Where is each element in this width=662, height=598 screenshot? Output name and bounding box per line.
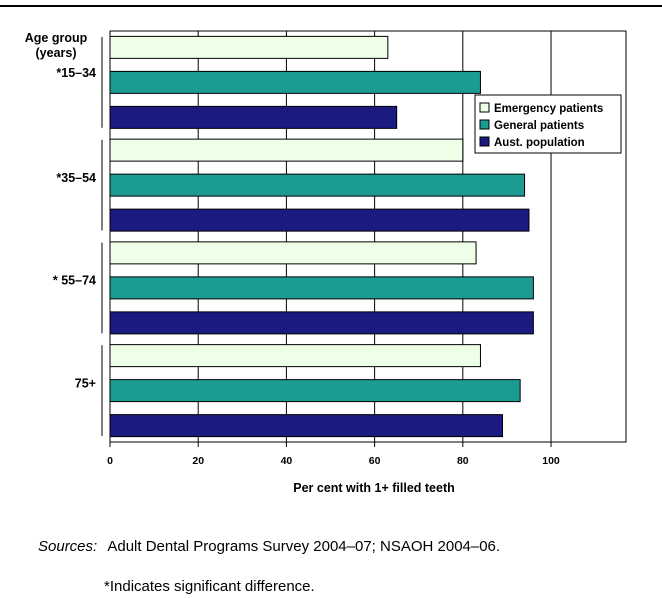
legend-swatch (479, 136, 490, 147)
plot-frame (109, 30, 627, 443)
top-rule (0, 5, 662, 7)
legend-label: General patients (494, 120, 584, 132)
x-tick-label: 80 (457, 455, 469, 467)
bar-emergency-patients-1 (109, 138, 464, 162)
sources-text: Adult Dental Programs Survey 2004–07; NS… (107, 538, 501, 555)
legend-box (474, 94, 622, 154)
y-axis-header-line-1: Age group (25, 31, 88, 45)
bar-general-patients-3 (109, 379, 521, 403)
y-category-labels: *15–34 *35–54 * 55–74 75+ (53, 37, 103, 436)
bars (109, 35, 534, 438)
bar-emergency-patients-2 (109, 241, 477, 265)
sources-line: Sources: Adult Dental Programs Survey 20… (38, 538, 500, 555)
bar-emergency-patients-0 (109, 35, 389, 59)
legend-label: Emergency patients (494, 103, 603, 115)
legend: Emergency patients General patients Aust. … (474, 94, 622, 154)
bar-emergency-patients-3 (109, 344, 481, 368)
bar-aust-population-3 (109, 414, 504, 438)
y-category-label: * 55–74 (53, 274, 96, 288)
x-tick-label: 20 (192, 455, 204, 467)
bar-aust-population-2 (109, 311, 534, 335)
x-tick-label: 60 (369, 455, 381, 467)
x-tick-label: 40 (281, 455, 293, 467)
bar-aust-population-0 (109, 105, 398, 129)
y-category-label: 75+ (75, 376, 96, 390)
legend-label: Aust. population (494, 137, 585, 149)
significance-note: *Indicates significant difference. (104, 578, 315, 595)
y-axis-header-line-2: (years) (36, 46, 77, 60)
bar-general-patients-2 (109, 276, 534, 300)
x-tick-label: 100 (542, 455, 560, 467)
y-category-label: *15–34 (56, 66, 96, 80)
bar-general-patients-0 (109, 70, 481, 94)
x-axis-label: Per cent with 1+ filled teeth (293, 481, 455, 495)
bar-chart: 0 20 40 60 80 100 *15–34 *35–54 * 55–74 75+ Age … (25, 30, 627, 495)
sources-label: Sources: (38, 538, 98, 555)
bar-aust-population-1 (109, 208, 530, 232)
legend-swatch (479, 119, 490, 130)
y-category-label: *35–54 (56, 171, 96, 185)
x-tick-labels: 0 20 40 60 80 100 (107, 455, 560, 467)
x-tick-label: 0 (107, 455, 113, 467)
gridlines (109, 31, 552, 447)
bar-general-patients-1 (109, 173, 526, 197)
legend-swatch (479, 102, 490, 113)
